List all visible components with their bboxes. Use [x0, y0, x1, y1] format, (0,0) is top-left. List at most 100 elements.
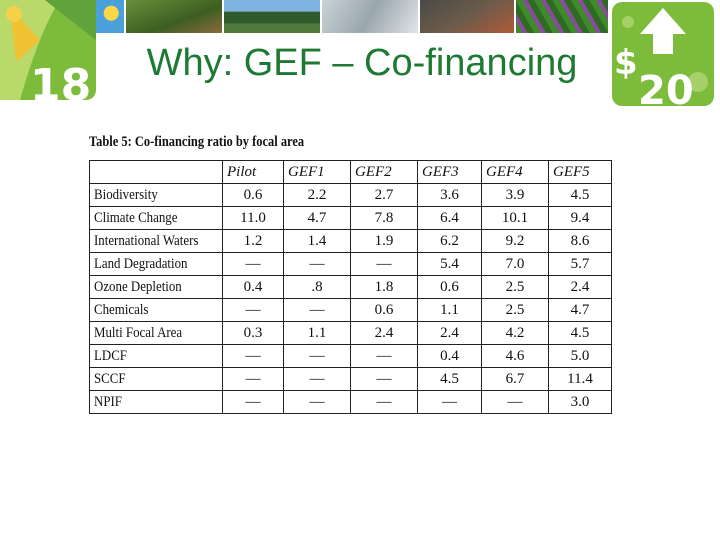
photo-tile-mist	[322, 0, 418, 33]
table-cell: —	[350, 252, 418, 276]
row-label: Biodiversity	[89, 183, 223, 207]
table-cell: —	[283, 344, 351, 368]
table-cell: 4.7	[548, 298, 612, 322]
table-cell: 4.6	[481, 344, 549, 368]
table-cell: 2.7	[350, 183, 418, 207]
table-cell: 1.1	[283, 321, 351, 345]
table-cell: —	[283, 252, 351, 276]
row-label: LDCF	[89, 344, 223, 368]
table-row: Land Degradation — — — 5.4 7.0 5.7	[89, 252, 612, 276]
table-cell: —	[350, 367, 418, 391]
row-label: NPIF	[89, 390, 223, 414]
table-cell: 1.2	[222, 229, 284, 253]
table-cell: 0.4	[417, 344, 482, 368]
table-cell: 10.1	[481, 206, 549, 230]
table-cell: 2.4	[350, 321, 418, 345]
table-cell: 2.5	[481, 275, 549, 299]
column-header: GEF1	[283, 160, 351, 184]
cofinancing-table: Pilot GEF1 GEF2 GEF3 GEF4 GEF5 Biodivers…	[89, 160, 612, 414]
table-row: Biodiversity 0.6 2.2 2.7 3.6 3.9 4.5	[89, 183, 612, 207]
table-cell: 2.5	[481, 298, 549, 322]
table-cell: 0.6	[350, 298, 418, 322]
table-row: LDCF — — — 0.4 4.6 5.0	[89, 344, 612, 368]
row-label: Climate Change	[89, 206, 223, 230]
table-cell: 4.5	[548, 183, 612, 207]
table-cell: —	[222, 344, 284, 368]
table-cell: 2.4	[548, 275, 612, 299]
table-cell: 0.3	[222, 321, 284, 345]
photo-tile-forest	[224, 0, 320, 33]
table-cell: —	[222, 252, 284, 276]
table-cell: —	[481, 390, 549, 414]
row-label: Land Degradation	[89, 252, 223, 276]
table-cell: 1.1	[417, 298, 482, 322]
table-cell: 1.8	[350, 275, 418, 299]
gef-18-logo-icon: 18	[0, 0, 96, 100]
table-cell: 8.6	[548, 229, 612, 253]
table-cell: .8	[283, 275, 351, 299]
table-cell: —	[283, 367, 351, 391]
table-cell: —	[417, 390, 482, 414]
photo-tile-sun	[92, 0, 124, 33]
table-cell: —	[222, 390, 284, 414]
table-row: Multi Focal Area 0.3 1.1 2.4 2.4 4.2 4.5	[89, 321, 612, 345]
table-cell: 5.0	[548, 344, 612, 368]
gef-20-logo-icon: $ 20	[612, 2, 714, 106]
table-header-row: Pilot GEF1 GEF2 GEF3 GEF4 GEF5	[89, 160, 612, 184]
table-row: International Waters 1.2 1.4 1.9 6.2 9.2…	[89, 229, 612, 253]
table-cell: 0.4	[222, 275, 284, 299]
table-cell: 11.0	[222, 206, 284, 230]
table-cell: —	[222, 367, 284, 391]
table-cell: 7.0	[481, 252, 549, 276]
photo-tile-field	[126, 0, 222, 33]
table-cell: 3.9	[481, 183, 549, 207]
table-cell: —	[222, 298, 284, 322]
table-row: SCCF — — — 4.5 6.7 11.4	[89, 367, 612, 391]
table-cell: —	[350, 390, 418, 414]
table-cell: 9.2	[481, 229, 549, 253]
table-cell: 3.6	[417, 183, 482, 207]
table-cell: 4.5	[417, 367, 482, 391]
table-caption: Table 5: Co-financing ratio by focal are…	[89, 134, 305, 150]
column-header: GEF3	[417, 160, 482, 184]
row-label: Multi Focal Area	[89, 321, 223, 345]
row-label: International Waters	[89, 229, 223, 253]
table-cell: 3.0	[548, 390, 612, 414]
table-cell: 6.7	[481, 367, 549, 391]
row-label: SCCF	[89, 367, 223, 391]
table-cell: —	[350, 344, 418, 368]
table-cell: 7.8	[350, 206, 418, 230]
table-cell: 1.9	[350, 229, 418, 253]
column-header: GEF2	[350, 160, 418, 184]
table-cell: 11.4	[548, 367, 612, 391]
table-cell: 1.4	[283, 229, 351, 253]
column-header: GEF5	[548, 160, 612, 184]
column-header: GEF4	[481, 160, 549, 184]
table-cell: 2.4	[417, 321, 482, 345]
table-cell: 9.4	[548, 206, 612, 230]
table-row: NPIF — — — — — 3.0	[89, 390, 612, 414]
table-cell: 0.6	[222, 183, 284, 207]
table-cell: —	[283, 390, 351, 414]
row-label: Chemicals	[89, 298, 223, 322]
table-row: Chemicals — — 0.6 1.1 2.5 4.7	[89, 298, 612, 322]
badge-right-number: 20	[638, 68, 694, 106]
photo-tile-crab	[420, 0, 514, 33]
table-row: Ozone Depletion 0.4 .8 1.8 0.6 2.5 2.4	[89, 275, 612, 299]
table-cell: 4.7	[283, 206, 351, 230]
table-cell: 0.6	[417, 275, 482, 299]
table-cell: 2.2	[283, 183, 351, 207]
row-label: Ozone Depletion	[89, 275, 223, 299]
table-cell: 6.2	[417, 229, 482, 253]
slide-title: Why: GEF – Co-financing	[146, 42, 578, 84]
table-cell: 4.2	[481, 321, 549, 345]
photo-tile-crops	[516, 0, 608, 33]
badge-left-number: 18	[30, 60, 91, 100]
table-cell: —	[283, 298, 351, 322]
table-cell: 5.4	[417, 252, 482, 276]
table-row: Climate Change 11.0 4.7 7.8 6.4 10.1 9.4	[89, 206, 612, 230]
table-cell: 5.7	[548, 252, 612, 276]
badge-right-symbol: $	[614, 43, 638, 83]
table-cell: 6.4	[417, 206, 482, 230]
table-cell: 4.5	[548, 321, 612, 345]
